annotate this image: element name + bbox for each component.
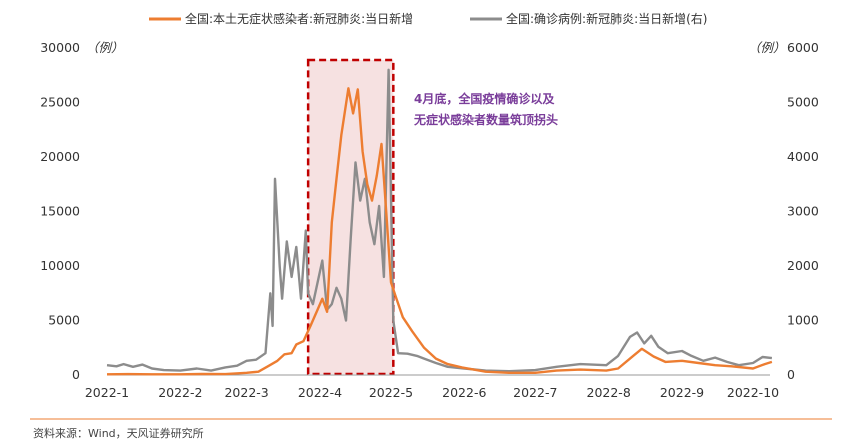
left-axis-unit: （例） bbox=[86, 40, 124, 55]
right-tick-label: 0 bbox=[787, 367, 795, 382]
right-tick-label: 3000 bbox=[787, 204, 819, 219]
right-axis-unit: （例） bbox=[748, 40, 786, 55]
x-tick-label: 2022-8 bbox=[587, 385, 631, 400]
x-tick-label: 2022-7 bbox=[513, 385, 557, 400]
series-layer bbox=[106, 68, 773, 376]
right-tick-label: 6000 bbox=[787, 40, 819, 55]
left-tick-label: 0 bbox=[72, 367, 80, 382]
right-tick-label: 1000 bbox=[787, 313, 819, 328]
left-tick-label: 5000 bbox=[48, 313, 80, 328]
legend-label-confirmed: 全国:确诊病例:新冠肺炎:当日新增(右) bbox=[506, 11, 708, 26]
right-axis-ticks: 6000 5000 4000 3000 2000 1000 0 bbox=[787, 40, 819, 382]
right-tick-label: 2000 bbox=[787, 258, 819, 273]
left-tick-label: 10000 bbox=[40, 258, 80, 273]
x-tick-label: 2022-9 bbox=[660, 385, 704, 400]
source-note: 资料来源：Wind，天风证券研究所 bbox=[33, 426, 204, 440]
x-tick-label: 2022-1 bbox=[85, 385, 129, 400]
left-axis-ticks: 30000 25000 20000 15000 10000 5000 0 bbox=[40, 40, 80, 382]
left-tick-label: 25000 bbox=[40, 95, 80, 110]
annotation-line-1: 4月底，全国疫情确诊以及 bbox=[414, 91, 555, 106]
legend: 全国:本土无症状感染者:新冠肺炎:当日新增 全国:确诊病例:新冠肺炎:当日新增(… bbox=[149, 11, 708, 26]
legend-label-asymptomatic: 全国:本土无症状感染者:新冠肺炎:当日新增 bbox=[185, 11, 413, 26]
left-tick-label: 15000 bbox=[40, 204, 80, 219]
left-tick-label: 30000 bbox=[40, 40, 80, 55]
x-tick-label: 2022-6 bbox=[442, 385, 486, 400]
right-tick-label: 5000 bbox=[787, 95, 819, 110]
left-tick-label: 20000 bbox=[40, 149, 80, 164]
series-line-asymptomatic bbox=[106, 87, 773, 376]
annotation-line-2: 无症状感染者数量筑顶拐头 bbox=[413, 112, 558, 127]
x-tick-label: 2022-10 bbox=[727, 385, 779, 400]
x-tick-label: 2022-2 bbox=[158, 385, 202, 400]
series-line-confirmed bbox=[106, 68, 773, 373]
x-axis-ticks: 2022-1 2022-2 2022-3 2022-4 2022-5 2022-6 2022… bbox=[85, 385, 779, 400]
x-tick-label: 2022-4 bbox=[298, 385, 342, 400]
right-tick-label: 4000 bbox=[787, 149, 819, 164]
x-tick-label: 2022-3 bbox=[224, 385, 268, 400]
x-tick-label: 2022-5 bbox=[369, 385, 413, 400]
